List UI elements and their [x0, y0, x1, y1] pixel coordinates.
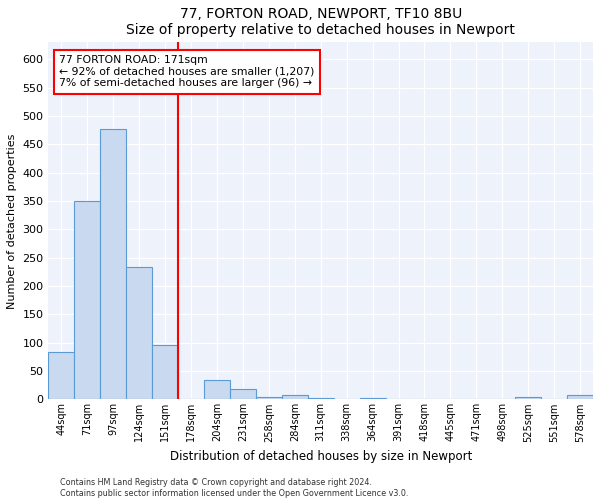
Y-axis label: Number of detached properties: Number of detached properties [7, 134, 17, 308]
Bar [230, 389, 256, 400]
Bar [152, 345, 178, 400]
Bar [256, 396, 282, 400]
Bar [126, 267, 152, 400]
Text: 77 FORTON ROAD: 171sqm
← 92% of detached houses are smaller (1,207)
7% of semi-d: 77 FORTON ROAD: 171sqm ← 92% of detached… [59, 55, 315, 88]
Bar [204, 380, 230, 400]
Bar [567, 395, 593, 400]
Bar [74, 201, 100, 400]
Bar [359, 398, 386, 400]
Bar [100, 128, 126, 400]
X-axis label: Distribution of detached houses by size in Newport: Distribution of detached houses by size … [170, 450, 472, 463]
Bar [282, 396, 308, 400]
Text: Contains HM Land Registry data © Crown copyright and database right 2024.
Contai: Contains HM Land Registry data © Crown c… [60, 478, 409, 498]
Title: 77, FORTON ROAD, NEWPORT, TF10 8BU
Size of property relative to detached houses : 77, FORTON ROAD, NEWPORT, TF10 8BU Size … [127, 7, 515, 37]
Bar [49, 352, 74, 400]
Bar [515, 396, 541, 400]
Bar [308, 398, 334, 400]
